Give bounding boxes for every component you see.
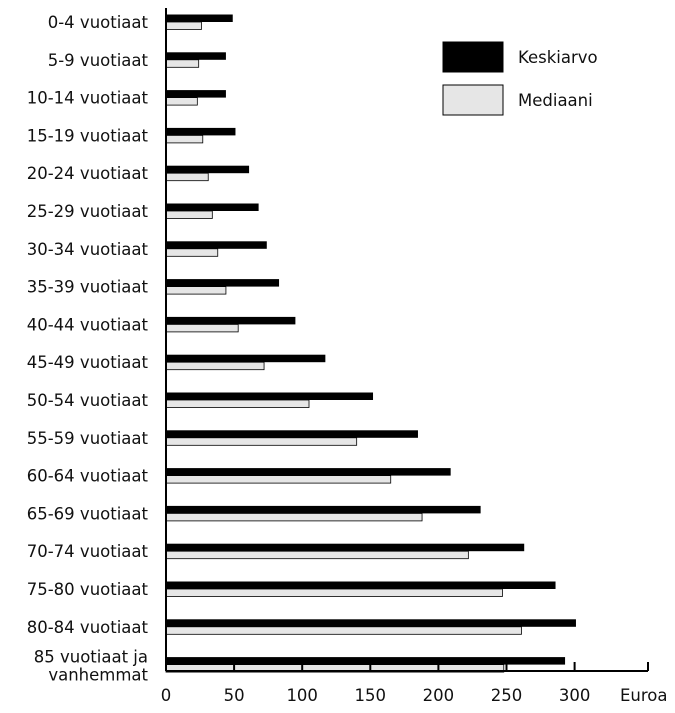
category-label: 5-9 vuotiaat: [48, 51, 149, 70]
bar-keskiarvo-11: [166, 430, 418, 438]
x-tick-label: 50: [224, 686, 245, 705]
bar-mediaani-11: [165, 437, 358, 446]
bar-mediaani-13: [165, 513, 423, 522]
category-label: 0-4 vuotiaat: [48, 13, 149, 32]
bar-mediaani-0: [165, 21, 202, 30]
bar-keskiarvo-8: [166, 316, 296, 325]
bar-keskiarvo-7: [166, 279, 280, 287]
bar-mediaani-3: [165, 134, 204, 144]
bar-keskiarvo-13: [166, 505, 481, 514]
category-label: 25-29 vuotiaat: [27, 202, 149, 221]
bar-mediaani-15: [165, 588, 503, 597]
legend-label-mediaani: Mediaani: [518, 91, 593, 110]
bar-keskiarvo-17: [166, 657, 566, 665]
category-label: 20-24 vuotiaat: [27, 164, 149, 183]
category-label: 35-39 vuotiaat: [27, 278, 149, 297]
bar-mediaani-10: [165, 399, 310, 408]
bar-mediaani-5: [165, 210, 213, 219]
x-ticks: 0 50 100 150 200 250 300: [161, 662, 649, 705]
bar-mediaani-4: [165, 172, 209, 182]
category-label: 85 vuotiaat ja vanhemmat: [34, 648, 149, 685]
x-tick-label: 0: [161, 686, 172, 705]
category-label: 60-64 vuotiaat: [27, 467, 149, 486]
bar-keskiarvo-12: [166, 468, 451, 476]
bar-mediaani-8: [165, 323, 239, 333]
legend-label-keskiarvo: Keskiarvo: [518, 48, 598, 67]
bar-keskiarvo-0: [166, 14, 233, 22]
bar-keskiarvo-2: [166, 90, 226, 98]
category-label: 40-44 vuotiaat: [27, 315, 149, 334]
bar-keskiarvo-1: [166, 52, 226, 60]
bars: [165, 14, 576, 673]
x-tick-label: 200: [423, 686, 455, 705]
bar-mediaani-16: [165, 626, 522, 635]
category-label: 70-74 vuotiaat: [27, 542, 149, 561]
bar-mediaani-9: [165, 361, 265, 371]
bar-keskiarvo-15: [166, 581, 556, 589]
bar-mediaani-7: [165, 286, 227, 295]
category-label: 80-84 vuotiaat: [27, 618, 149, 637]
category-label: 15-19 vuotiaat: [27, 126, 149, 145]
bar-keskiarvo-4: [166, 165, 250, 174]
category-label: 30-34 vuotiaat: [27, 240, 149, 259]
category-label: 65-69 vuotiaat: [27, 504, 149, 523]
bar-mediaani-1: [165, 59, 200, 68]
bar-keskiarvo-6: [166, 241, 267, 249]
bar-mediaani-14: [165, 550, 469, 560]
x-tick-label: 150: [355, 686, 387, 705]
category-label: 55-59 vuotiaat: [27, 429, 149, 448]
x-tick-label: 100: [286, 686, 318, 705]
bar-keskiarvo-5: [166, 203, 259, 211]
x-axis-title: Euroa: [620, 686, 668, 705]
bar-mediaani-2: [165, 97, 198, 106]
bar-mediaani-12: [165, 475, 392, 484]
x-tick-label: 300: [559, 686, 591, 705]
category-label: 10-14 vuotiaat: [27, 89, 149, 108]
category-label: 45-49 vuotiaat: [27, 353, 149, 372]
legend-swatch-keskiarvo: [442, 41, 504, 73]
bar-keskiarvo-14: [166, 543, 525, 552]
bar-keskiarvo-16: [166, 619, 576, 627]
category-labels: 0-4 vuotiaat 5-9 vuotiaat 10-14 vuotiaat 15…: [27, 13, 149, 685]
x-tick-label: 250: [491, 686, 523, 705]
bar-keskiarvo-9: [166, 354, 326, 363]
bar-keskiarvo-10: [166, 392, 374, 400]
category-label: 75-80 vuotiaat: [27, 580, 149, 599]
bar-keskiarvo-3: [166, 127, 236, 136]
category-label: 50-54 vuotiaat: [27, 391, 149, 410]
legend: Keskiarvo Mediaani: [442, 41, 598, 116]
legend-swatch-mediaani: [442, 84, 504, 116]
bar-mediaani-6: [165, 248, 219, 257]
axes: [165, 8, 648, 672]
